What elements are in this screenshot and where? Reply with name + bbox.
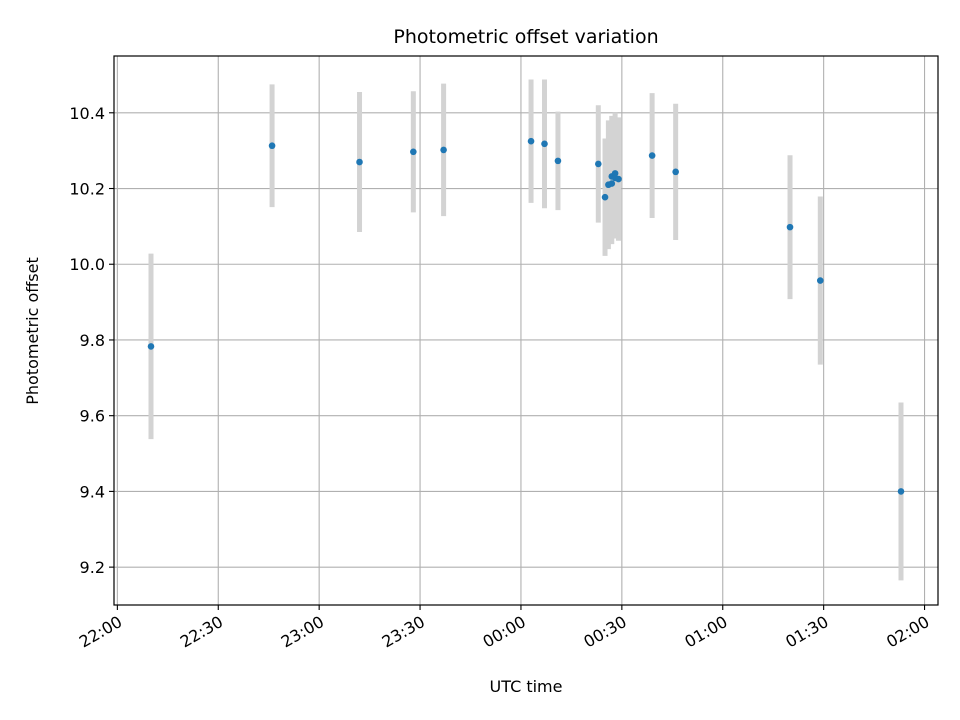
y-tick-label: 10.2 [69, 180, 105, 199]
data-point [786, 223, 794, 231]
y-tick-label: 9.8 [80, 331, 105, 350]
data-point [816, 277, 824, 284]
data-point [410, 148, 417, 156]
data-point [648, 152, 656, 159]
y-tick-label: 9.6 [80, 407, 105, 426]
data-point [601, 193, 609, 201]
data-point [595, 160, 602, 168]
data-point [147, 343, 155, 350]
plot-frame [113, 55, 939, 606]
data-points [147, 137, 905, 495]
grid [114, 56, 938, 605]
data-point [608, 180, 616, 187]
y-axis-label: Photometric offset [23, 257, 42, 405]
data-point [615, 175, 622, 183]
y-tick-label: 9.2 [80, 558, 105, 577]
data-point [356, 158, 363, 166]
data-point [554, 157, 562, 165]
y-tick-label: 10.4 [69, 104, 105, 123]
data-point [527, 137, 535, 145]
data-point [672, 168, 679, 176]
data-point [897, 488, 905, 495]
y-tick-label: 9.4 [80, 482, 105, 501]
data-point [440, 146, 447, 154]
chart-title: Photometric offset variation [393, 26, 658, 48]
data-point [611, 170, 619, 177]
data-point [541, 140, 548, 148]
x-axis-label: UTC time [490, 677, 563, 696]
y-tick-label: 10.0 [69, 255, 105, 274]
data-point [268, 142, 276, 150]
